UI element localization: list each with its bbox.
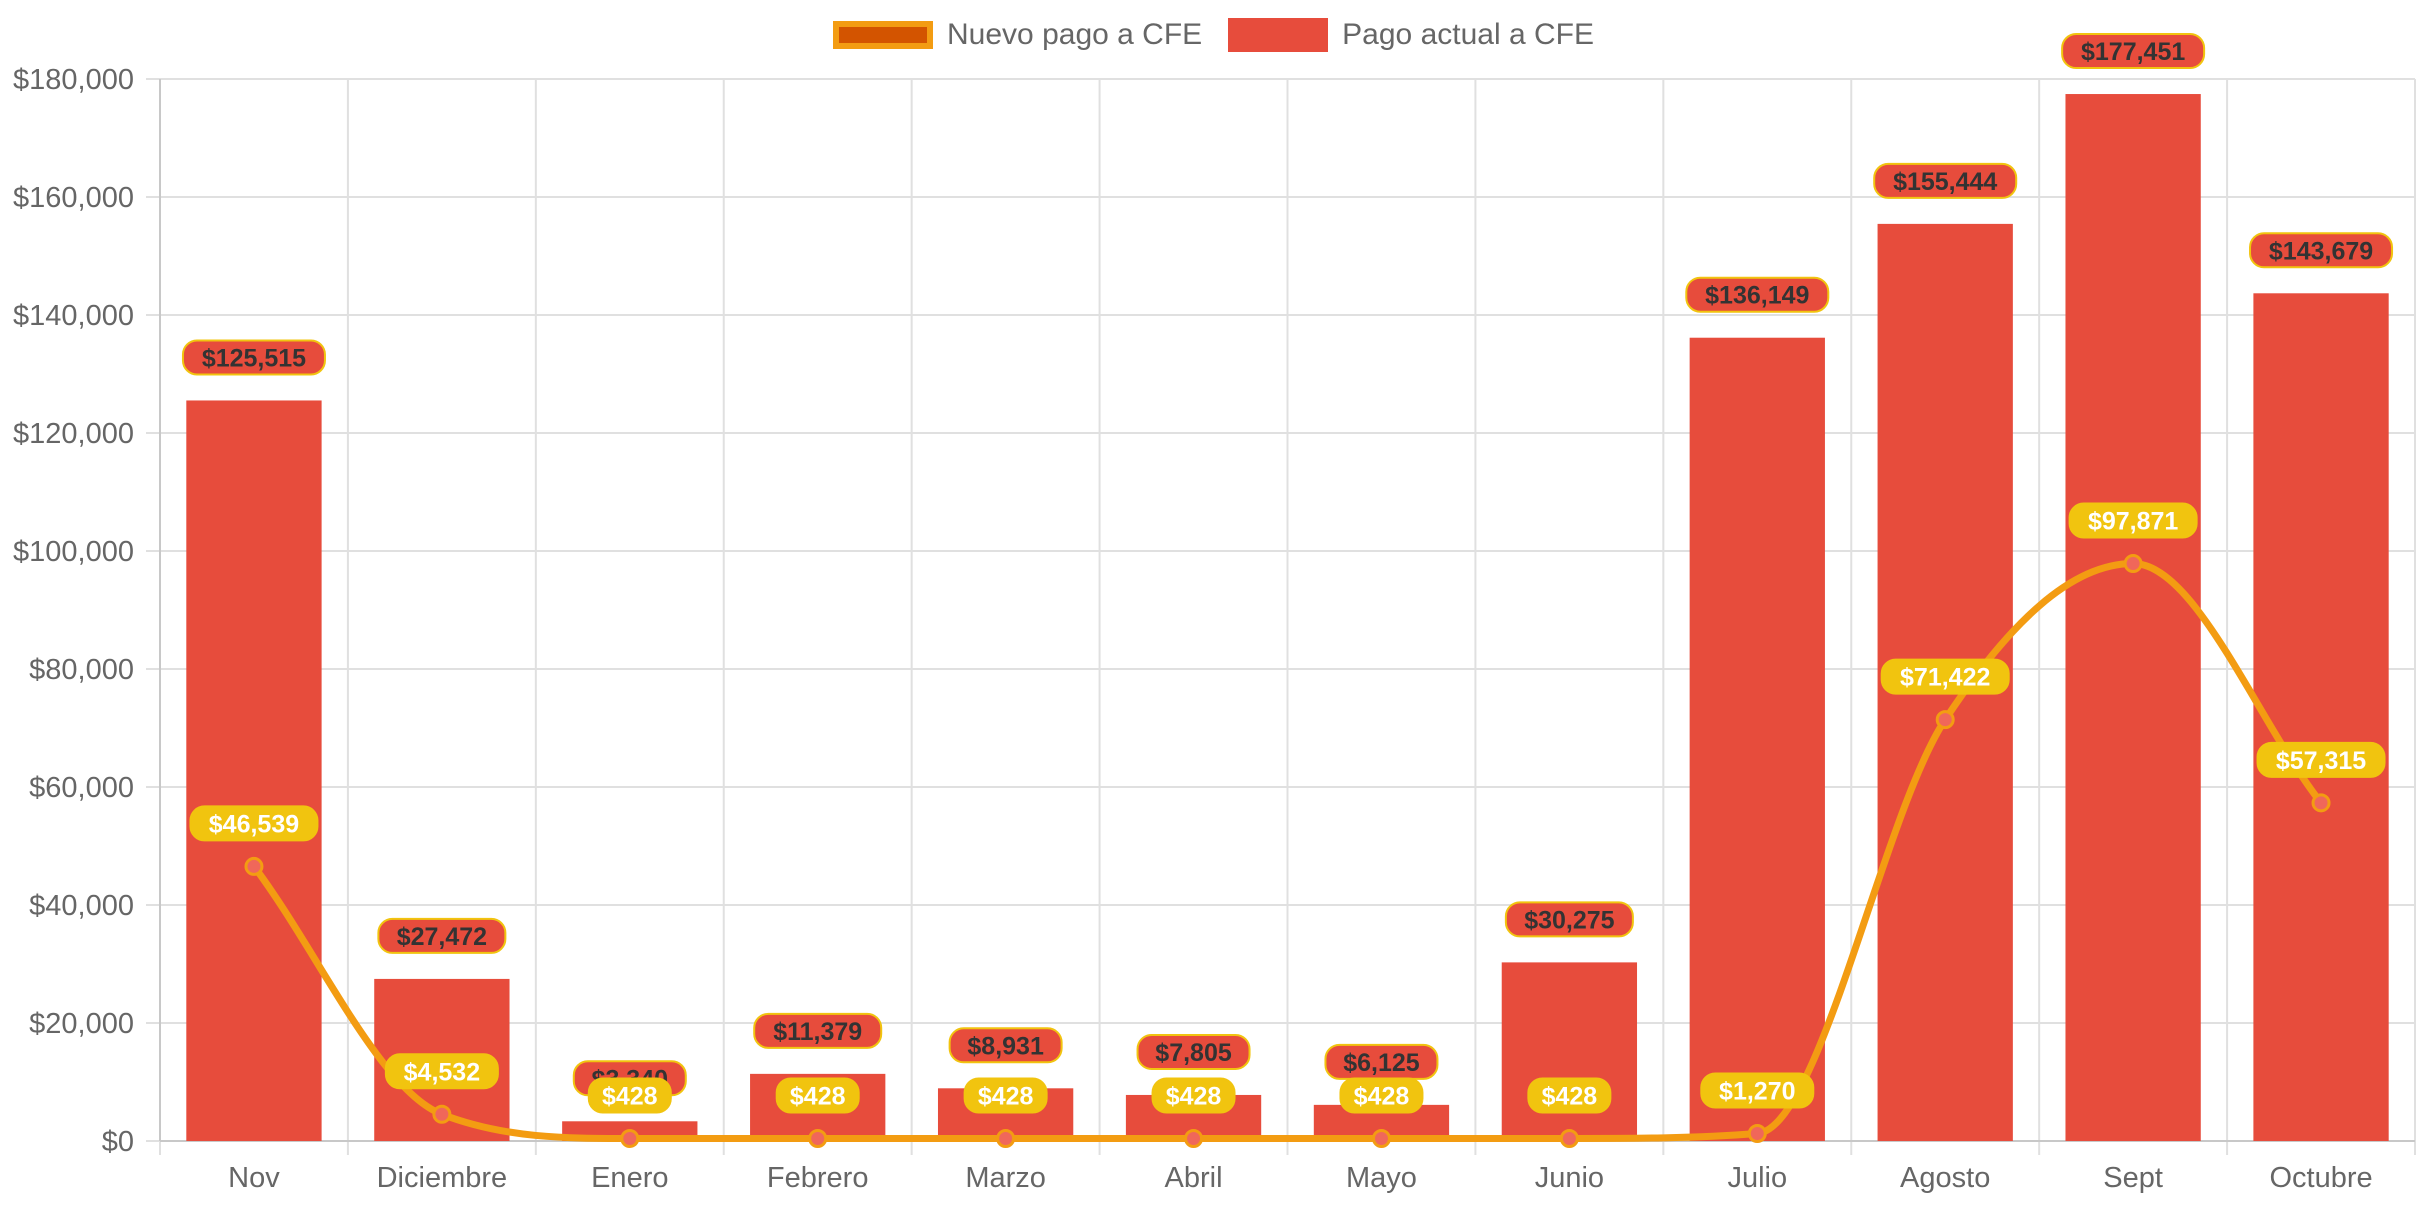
line-data-label: $428 [1542, 1082, 1598, 1110]
line-data-label-bg [775, 1077, 860, 1114]
x-tick-label: Junio [1535, 1162, 1604, 1194]
bar-data-label: $30,275 [1524, 906, 1614, 934]
line-point-nuevo-pago [2311, 793, 2331, 813]
bar-data-label-bg [181, 339, 326, 376]
line-point-nuevo-pago [996, 1128, 1016, 1148]
line-data-label: $57,315 [2276, 747, 2366, 775]
legend: Nuevo pago a CFE Pago actual a CFE [0, 18, 2427, 52]
line-point-nuevo-pago [1935, 710, 1955, 730]
line-data-label-bg [2068, 502, 2198, 539]
line-nuevo-pago [250, 560, 2325, 1142]
bar-data-label-bg [1504, 901, 1634, 938]
line-data-label-bg [1151, 1077, 1236, 1114]
line-point-nuevo-pago [808, 1128, 828, 1148]
line-point-nuevo-pago [1559, 1128, 1579, 1148]
line-data-label: $4,532 [404, 1058, 480, 1086]
bar-data-label: $6,125 [1343, 1049, 1420, 1077]
line-data-label-bg [1339, 1077, 1424, 1114]
line-data-label: $1,270 [1719, 1078, 1795, 1106]
y-tick-label: $0 [102, 1126, 134, 1158]
line-point-nuevo-pago [244, 856, 264, 876]
bar-data-label-bg [1136, 1033, 1251, 1070]
bar-data-label: $125,515 [202, 344, 306, 372]
line-data-label-bg [587, 1077, 672, 1114]
bar-pago-actual [1501, 962, 1638, 1141]
line-data-label: $428 [1166, 1082, 1222, 1110]
legend-label-nuevo-pago: Nuevo pago a CFE [947, 18, 1203, 51]
x-tick-label: Febrero [767, 1162, 869, 1194]
line-data-label: $71,422 [1900, 664, 1990, 692]
legend-label-pago-actual: Pago actual a CFE [1342, 18, 1594, 51]
line-point-nuevo-pago [1747, 1124, 1767, 1144]
bar-data-label-bg [377, 917, 507, 954]
y-tick-label: $100,000 [13, 536, 134, 568]
bar-data-label: $11,379 [773, 1018, 862, 1046]
line-data-label-bg [189, 805, 319, 842]
x-tick-label: Nov [228, 1162, 280, 1194]
legend-item-pago-actual[interactable]: Pago actual a CFE [1228, 18, 1594, 52]
legend-swatch-nuevo-pago [833, 21, 934, 49]
bar-data-label: $27,472 [397, 923, 487, 951]
bar-pago-actual [2253, 293, 2389, 1141]
x-tick-label: Octubre [2269, 1162, 2372, 1194]
line-data-label-bg [963, 1077, 1048, 1114]
bar-data-label: $7,805 [1155, 1039, 1232, 1067]
y-tick-label: $60,000 [29, 772, 134, 804]
y-tick-label: $20,000 [29, 1008, 134, 1040]
bar-data-label-bg [2061, 33, 2206, 70]
legend-item-nuevo-pago[interactable]: Nuevo pago a CFE [833, 18, 1202, 52]
line-data-label-bg [1700, 1072, 1815, 1109]
y-tick-label: $120,000 [13, 418, 134, 450]
x-tick-label: Agosto [1900, 1162, 1990, 1194]
bar-data-label: $155,444 [1893, 168, 1997, 196]
legend-swatch-pago-actual [1228, 18, 1329, 52]
line-data-label: $97,871 [2088, 508, 2178, 536]
line-point-nuevo-pago [432, 1104, 452, 1124]
line-data-label-bg [1527, 1077, 1612, 1114]
bar-pago-actual [1689, 337, 1825, 1141]
line-data-label: $428 [1354, 1082, 1410, 1110]
y-tick-label: $180,000 [13, 64, 134, 96]
bar-data-label: $8,931 [967, 1032, 1044, 1060]
line-data-label: $428 [978, 1082, 1034, 1110]
y-tick-label: $140,000 [13, 300, 134, 332]
y-tick-label: $80,000 [29, 654, 134, 686]
x-tick-label: Enero [591, 1162, 668, 1194]
bar-data-label-bg [753, 1012, 883, 1049]
line-data-label-bg [1880, 658, 2010, 695]
x-tick-label: Marzo [965, 1162, 1046, 1194]
bar-pago-actual [186, 400, 322, 1141]
x-tick-label: Diciembre [377, 1162, 508, 1194]
bar-data-label-bg [1685, 276, 1830, 313]
y-tick-label: $160,000 [13, 182, 134, 214]
bar-data-label-bg [1873, 162, 2018, 199]
x-tick-label: Abril [1165, 1162, 1223, 1194]
bar-data-label: $177,451 [2081, 38, 2185, 66]
bar-data-label: $136,149 [1705, 282, 1809, 310]
bar-data-label: $143,679 [2269, 237, 2373, 265]
line-data-label-bg [2256, 741, 2386, 778]
line-point-nuevo-pago [620, 1128, 640, 1148]
line-data-label: $428 [602, 1082, 658, 1110]
bar-data-label-bg [948, 1027, 1063, 1064]
x-tick-label: Julio [1727, 1162, 1787, 1194]
bar-data-label-bg [2249, 232, 2394, 269]
line-data-label-bg [384, 1053, 499, 1090]
line-data-label: $46,539 [209, 810, 299, 838]
line-point-nuevo-pago [1184, 1128, 1204, 1148]
bar-pago-actual [2065, 94, 2201, 1142]
line-point-nuevo-pago [1371, 1128, 1391, 1148]
x-tick-label: Sept [2103, 1162, 2163, 1194]
x-tick-label: Mayo [1346, 1162, 1417, 1194]
line-data-label: $428 [790, 1082, 846, 1110]
y-tick-label: $40,000 [29, 890, 134, 922]
line-point-nuevo-pago [2123, 554, 2143, 574]
